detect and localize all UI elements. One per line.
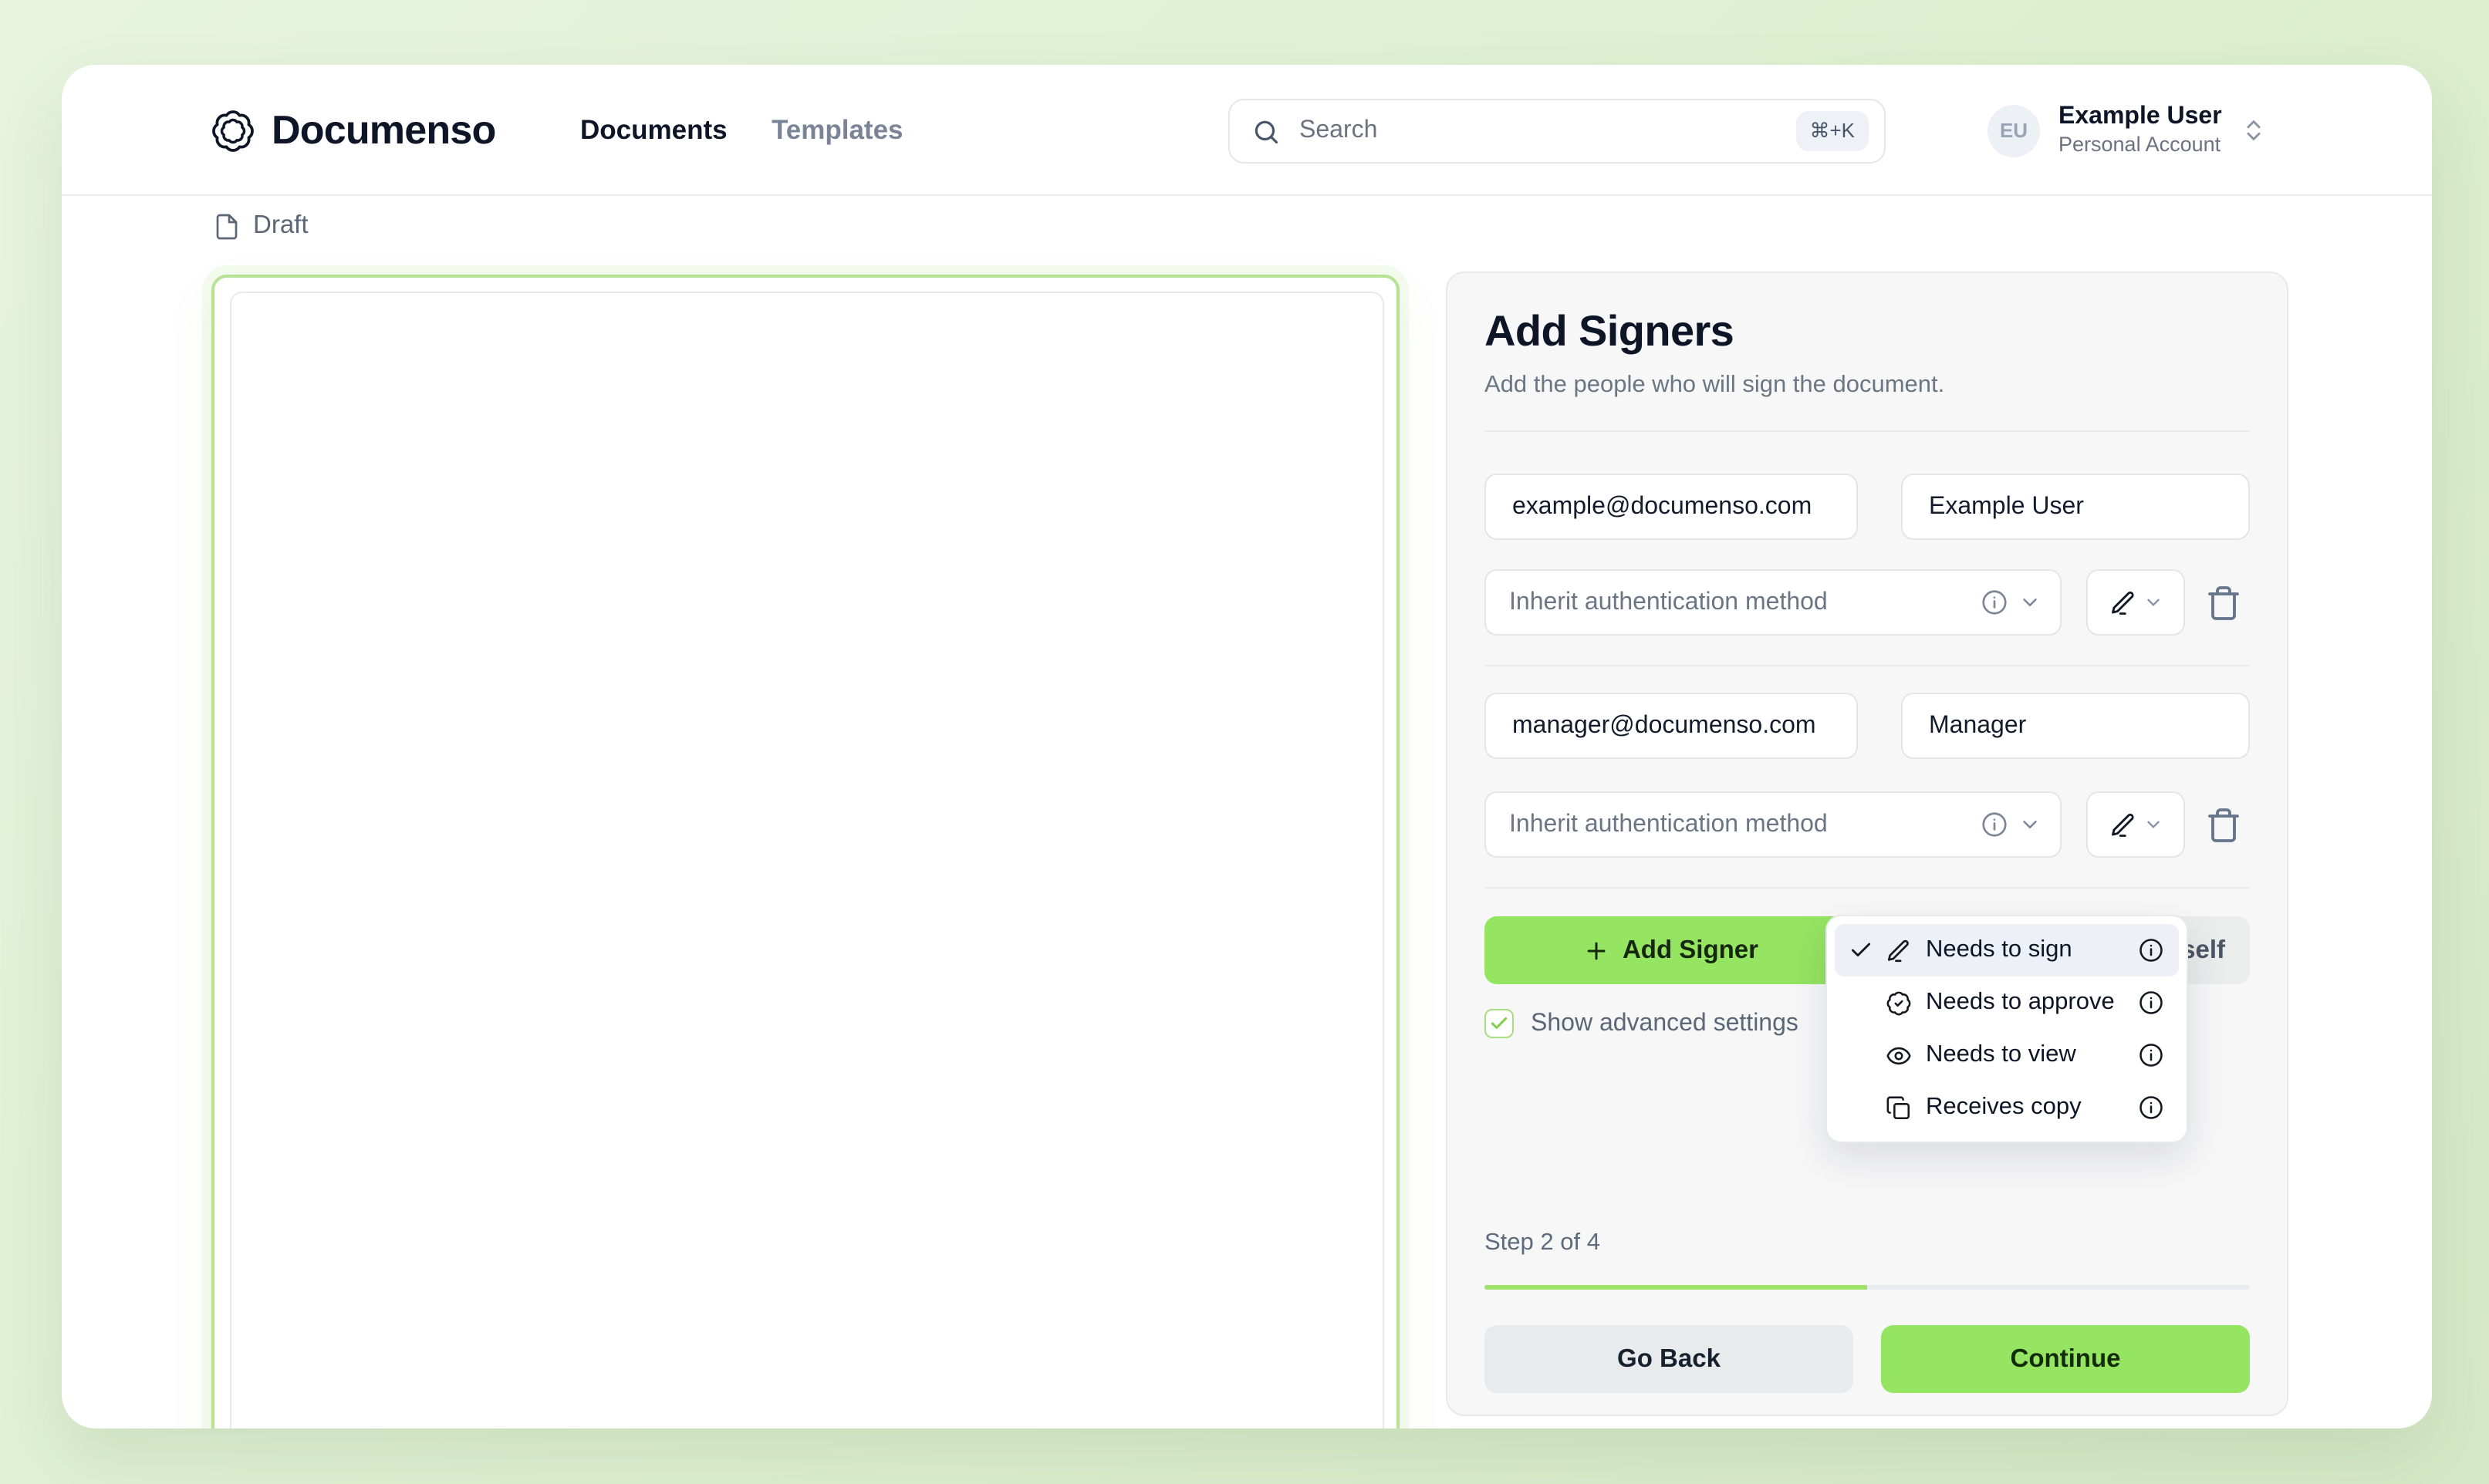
user-account-type: Personal Account <box>2058 133 2221 157</box>
menu-item-label: Needs to view <box>1926 1041 2076 1067</box>
document-status: Draft <box>213 211 309 241</box>
signer-2-name-field[interactable] <box>1901 693 2250 759</box>
signer-1-auth-row: Inherit authentication method <box>1484 569 2250 636</box>
nav-templates[interactable]: Templates <box>772 114 903 145</box>
menu-item-label: Receives copy <box>1926 1094 2082 1120</box>
divider <box>1484 430 2250 432</box>
signer-1-email-field[interactable] <box>1484 474 1858 540</box>
signer-2-auth-row: Inherit authentication method <box>1484 791 2250 858</box>
app-window: Documenso Documents Templates ⌘+K EU Exa… <box>62 65 2432 1428</box>
signer-1-name-input[interactable] <box>1926 491 2225 522</box>
user-name: Example User <box>2058 103 2222 130</box>
header: Documenso Documents Templates ⌘+K EU Exa… <box>62 65 2432 196</box>
signer-1-auth-select[interactable]: Inherit authentication method <box>1484 569 2062 636</box>
signer-2-auth-select[interactable]: Inherit authentication method <box>1484 791 2062 858</box>
signer-1-delete-button[interactable] <box>2205 584 2242 621</box>
menu-item-label: Needs to sign <box>1926 936 2072 963</box>
info-icon[interactable] <box>1980 588 2009 617</box>
status-label: Draft <box>253 211 309 239</box>
advanced-settings-row: Show advanced settings <box>1484 1009 2250 1038</box>
signer-2-role-button[interactable] <box>2086 791 2185 858</box>
signer-row-1 <box>1484 474 2250 540</box>
signer-1-name-field[interactable] <box>1901 474 2250 540</box>
signer-1-email-input[interactable] <box>1509 491 1833 522</box>
step-indicator: Step 2 of 4 <box>1484 1229 1600 1256</box>
badge-check-icon <box>1886 990 1912 1016</box>
panel-title: Add Signers <box>1484 307 1734 355</box>
info-icon[interactable] <box>2137 936 2165 964</box>
role-dropdown-menu: Needs to sign Needs to approve <box>1825 915 2188 1143</box>
show-advanced-settings-checkbox[interactable] <box>1484 1009 1514 1038</box>
add-signer-label: Add Signer <box>1622 936 1758 963</box>
panel-subtitle: Add the people who will sign the documen… <box>1484 372 1945 398</box>
avatar: EU <box>1987 104 2040 157</box>
info-icon[interactable] <box>1980 810 2009 839</box>
add-signers-panel: Add Signers Add the people who will sign… <box>1446 272 2288 1416</box>
brand[interactable]: Documenso <box>210 65 496 196</box>
add-signer-button[interactable]: Add Signer <box>1484 916 1858 984</box>
auth-placeholder: Inherit authentication method <box>1509 589 1828 615</box>
chevrons-up-down-icon <box>2241 117 2267 143</box>
search-bar[interactable]: ⌘+K <box>1228 99 1886 164</box>
signer-1-role-button[interactable] <box>2086 569 2185 636</box>
document-page[interactable] <box>230 292 1384 1428</box>
auth-placeholder: Inherit authentication method <box>1509 811 1828 837</box>
eye-icon <box>1886 1042 1912 1068</box>
info-icon[interactable] <box>2137 1094 2165 1121</box>
wizard-footer: Go Back Continue <box>1484 1325 2250 1393</box>
file-icon <box>213 212 241 240</box>
signer-2-email-input[interactable] <box>1509 710 1833 741</box>
nav-documents[interactable]: Documents <box>580 114 728 145</box>
menu-item-needs-to-approve[interactable]: Needs to approve <box>1835 976 2179 1029</box>
signer-2-email-field[interactable] <box>1484 693 1858 759</box>
go-back-button[interactable]: Go Back <box>1484 1325 1853 1393</box>
user-menu[interactable]: EU Example User Personal Account <box>1987 65 2267 196</box>
advanced-settings-label: Show advanced settings <box>1531 1010 1798 1036</box>
menu-item-needs-to-sign[interactable]: Needs to sign <box>1835 924 2179 976</box>
brand-name: Documenso <box>272 106 496 153</box>
progress-bar <box>1484 1285 2250 1290</box>
signer-row-2 <box>1484 693 2250 759</box>
info-icon[interactable] <box>2137 989 2165 1017</box>
progress-fill <box>1484 1285 1867 1290</box>
search-input[interactable] <box>1296 116 1796 147</box>
check-icon <box>1849 938 1873 963</box>
document-preview-card <box>211 275 1400 1428</box>
info-icon[interactable] <box>2137 1041 2165 1069</box>
menu-item-needs-to-view[interactable]: Needs to view <box>1835 1029 2179 1081</box>
copy-icon <box>1886 1094 1912 1121</box>
divider <box>1484 887 2250 889</box>
plus-icon <box>1584 937 1610 963</box>
pen-icon <box>1886 937 1912 963</box>
menu-item-label: Needs to approve <box>1926 989 2115 1015</box>
search-shortcut-badge: ⌘+K <box>1795 111 1869 151</box>
divider <box>1484 665 2250 666</box>
menu-item-receives-copy[interactable]: Receives copy <box>1835 1081 2179 1134</box>
signer-2-name-input[interactable] <box>1926 710 2225 741</box>
continue-button[interactable]: Continue <box>1881 1325 2250 1393</box>
signer-2-delete-button[interactable] <box>2205 806 2242 843</box>
chevron-down-icon <box>2018 813 2042 836</box>
search-icon <box>1251 116 1281 146</box>
chevron-down-icon <box>2018 591 2042 614</box>
documenso-logo-icon <box>210 107 256 153</box>
